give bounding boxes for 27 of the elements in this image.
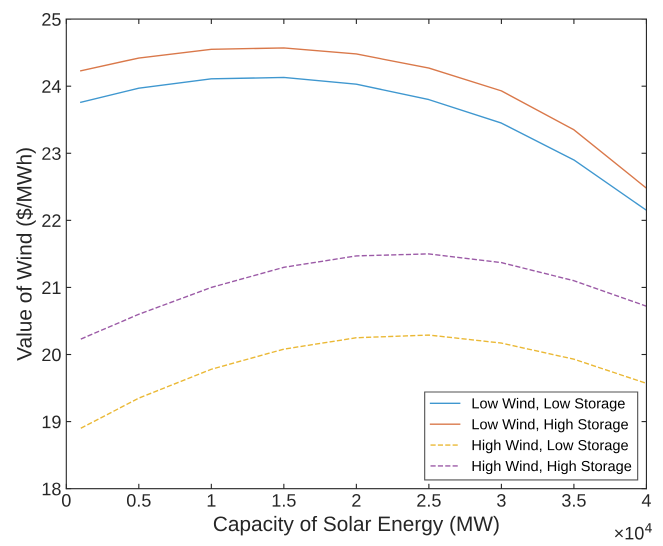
y-tick-label: 23: [42, 147, 61, 160]
y-tick-label: 20: [42, 348, 61, 362]
x-tick-label: 0.5: [126, 494, 151, 507]
y-tick-label: 25: [42, 13, 61, 26]
legend-label: High Wind, Low Storage: [472, 440, 628, 454]
y-axis-title: Value of Wind ($/MWh): [16, 148, 36, 361]
x-tick-label: 4: [642, 494, 651, 507]
x-tick-label: 3.5: [562, 494, 586, 507]
x-tick-label: 0: [62, 494, 71, 507]
y-tick-label: 24: [42, 80, 61, 93]
x-tick-label: 3: [497, 494, 506, 507]
y-tick-label: 21: [42, 281, 61, 294]
legend-label: High Wind, High Storage: [472, 460, 632, 474]
line-series: [80, 76, 646, 211]
line-series: [80, 253, 646, 340]
x-tick-label: 1: [208, 494, 216, 507]
y-tick-label: 19: [42, 416, 61, 428]
y-tick-label: 18: [42, 482, 61, 496]
x-tick-label: 2.5: [417, 494, 441, 507]
x-tick-label: 2: [352, 494, 360, 507]
text: ×10$^{4}$: [614, 523, 652, 540]
legend-label: Low Wind, High Storage: [472, 418, 628, 432]
y-tick-label: 22: [42, 214, 61, 227]
x-tick-label: 1.5: [272, 494, 296, 507]
x-axis-title: Capacity of Solar Energy (MW): [214, 516, 499, 536]
legend-label: Low Wind, Low Storage: [472, 398, 625, 412]
line-series: [80, 47, 646, 189]
